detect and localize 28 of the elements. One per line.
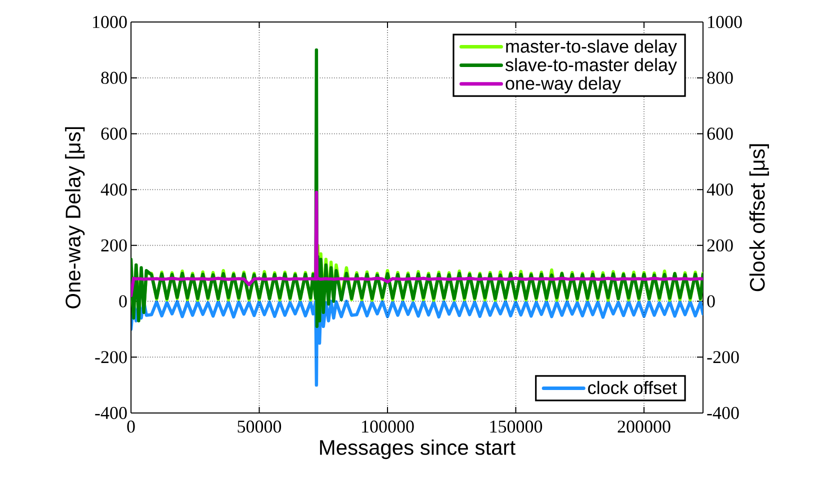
y2-axis-title: Clock offset [μs] [749,144,769,292]
y-axis-title: One-way Delay [μs] [65,127,85,308]
y-tick-label: 400 [100,183,127,196]
y-tick-label: 200 [101,239,127,252]
y-tick-label: 800 [101,72,127,84]
legend-label: master-to-slave delay [506,40,677,56]
y2-tick-label: 800 [707,72,733,84]
x-tick-label: 200000 [618,420,670,433]
x-tick-label: 0 [127,420,135,433]
y-tick-label: 1000 [93,16,127,28]
y2-tick-label: -200 [707,351,739,364]
x-tick-label: 50000 [238,420,282,433]
x-tick-label: 150000 [490,420,542,433]
x-tick-label: 100000 [362,420,414,433]
y2-tick-label: 400 [706,183,733,196]
y-tick-label: -400 [95,406,127,420]
legend-label: one-way delay [506,76,621,94]
y2-tick-label: 200 [707,239,733,252]
y2-tick-label: 0 [707,295,715,308]
y2-tick-label: 1000 [708,16,742,28]
y-tick-label: 600 [101,128,127,140]
y-tick-label: -200 [95,351,127,364]
y2-tick-label: 600 [707,128,733,140]
x-axis-title: Messages since start [320,440,516,460]
y-tick-label: 0 [119,295,127,308]
y2-tick-label: -400 [707,406,739,420]
legend-label: clock offset [588,380,677,394]
legend-label: slave-to-master delay [505,58,677,75]
